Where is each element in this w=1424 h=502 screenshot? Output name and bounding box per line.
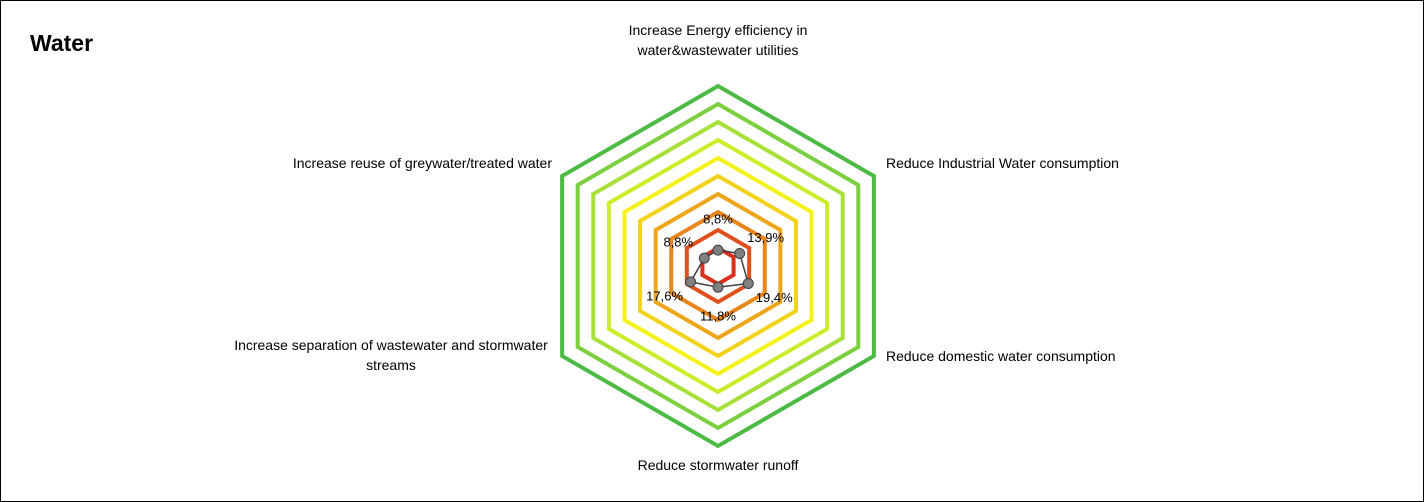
data-label: 17,6% bbox=[646, 288, 683, 303]
data-label: 13,9% bbox=[747, 230, 784, 245]
category-label: Increase Energy efficiency in water&wast… bbox=[628, 22, 808, 58]
grid-ring bbox=[684, 227, 752, 305]
marker bbox=[742, 277, 754, 289]
data-label: 8,8% bbox=[703, 212, 733, 227]
marker bbox=[734, 247, 746, 259]
grid-ring bbox=[622, 155, 814, 377]
marker bbox=[685, 276, 697, 288]
marker bbox=[698, 252, 710, 264]
category-label: Reduce domestic water consumption bbox=[886, 348, 1116, 364]
category-label: Reduce Industrial Water consumption bbox=[886, 155, 1119, 171]
grid-ring bbox=[669, 209, 767, 323]
data-label: 11,8% bbox=[700, 309, 736, 324]
data-label: 19,4% bbox=[756, 290, 793, 305]
category-label: Increase reuse of greywater/treated wate… bbox=[292, 155, 552, 171]
data-label: 8,8% bbox=[663, 235, 693, 250]
grid-ring bbox=[606, 137, 830, 395]
marker bbox=[712, 281, 724, 293]
grid-ring bbox=[575, 101, 861, 431]
grid-ring bbox=[638, 173, 798, 359]
grid-ring bbox=[560, 83, 876, 449]
chart-title: Water bbox=[30, 30, 94, 56]
category-label: Increase separation of wastewater and st… bbox=[234, 337, 548, 373]
grid-ring bbox=[653, 191, 783, 341]
category-label: Reduce stormwater runoff bbox=[637, 457, 799, 473]
grid-ring bbox=[591, 119, 845, 413]
marker bbox=[712, 244, 724, 256]
